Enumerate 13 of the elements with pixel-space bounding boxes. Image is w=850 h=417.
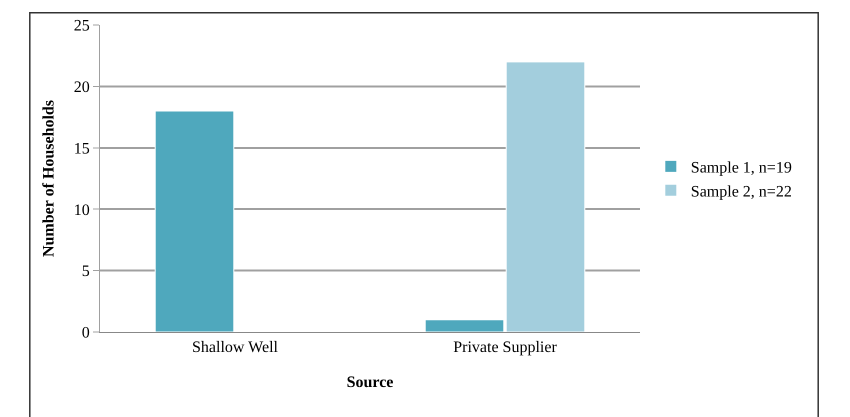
legend-label: Sample 1, n=19 [690,160,792,177]
legend-label: Sample 2, n=22 [690,183,792,200]
y-tick-label: 15 [74,140,90,158]
y-tick-label: 0 [82,324,90,342]
y-tick-label: 5 [82,263,90,280]
bar [154,110,234,332]
y-tick-label: 10 [74,202,90,219]
x-tick-label: Shallow Well [192,339,279,356]
y-tick-label: 20 [74,79,90,96]
y-axis-title: Number of Households [40,100,58,258]
y-tick-label: 25 [74,18,90,35]
x-tick-label: Private Supplier [453,339,558,356]
x-axis-title: Source [346,374,394,391]
